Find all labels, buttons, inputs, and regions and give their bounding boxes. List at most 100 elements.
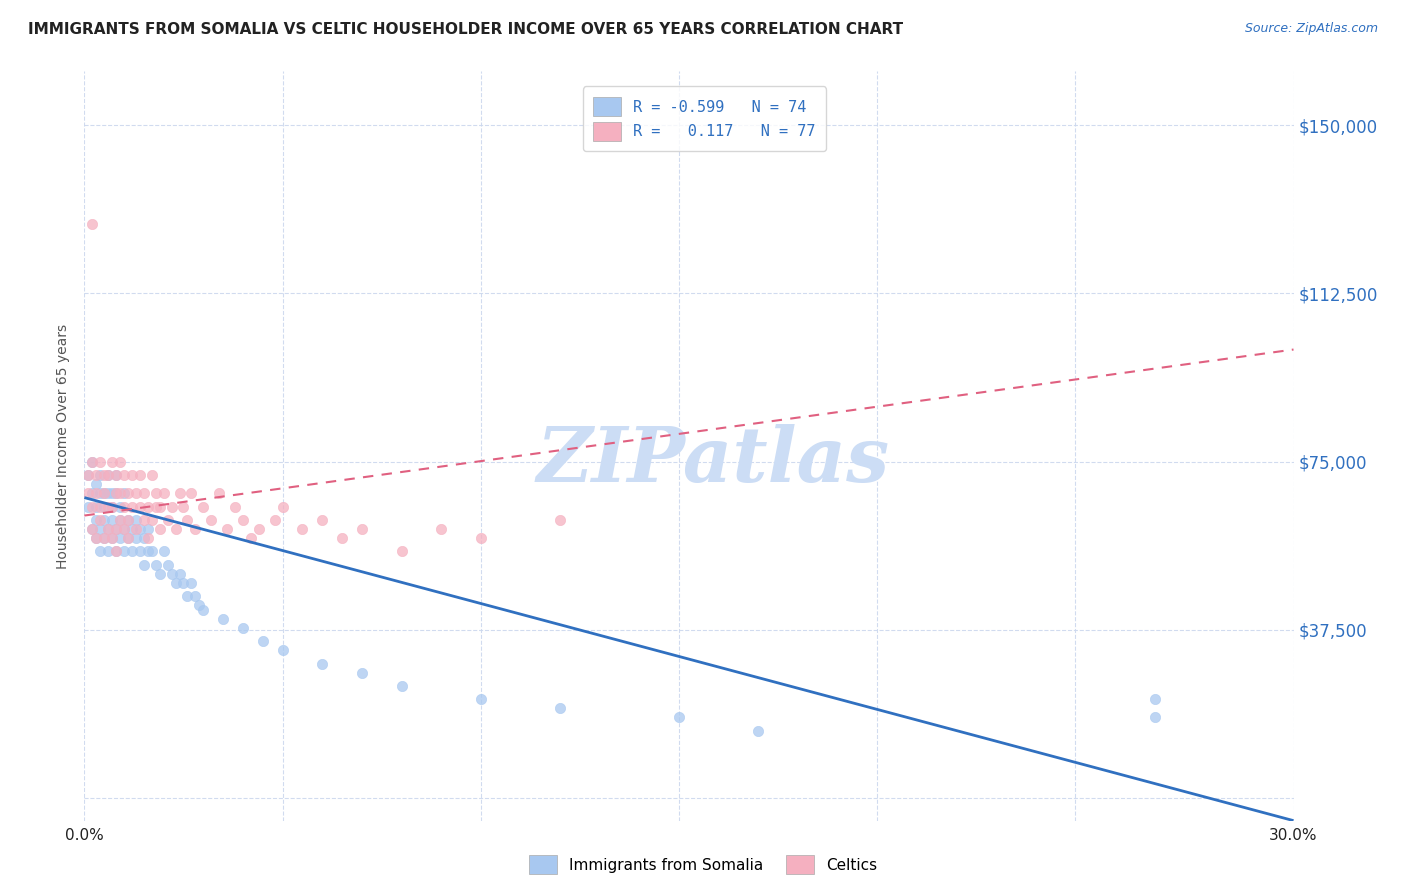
Point [89,455,111,469]
Point [128,500,150,514]
Point [112,544,135,558]
Point [149,500,172,514]
Point [165,575,187,590]
Point [82,486,104,500]
Point [121,544,143,558]
Point [77,468,100,483]
Point [77,486,100,500]
Point [136,522,159,536]
Text: ZIPatlas: ZIPatlas [537,424,890,498]
Point [121,522,143,536]
Point [152,486,174,500]
Point [108,486,131,500]
Point [84,500,107,514]
Point [117,531,139,545]
Point [108,531,131,545]
Point [747,723,769,738]
Point [101,531,124,545]
Point [212,612,235,626]
Point [160,566,183,581]
Text: Source: ZipAtlas.com: Source: ZipAtlas.com [1244,22,1378,36]
Point [97,522,120,536]
Point [82,455,104,469]
Point [149,522,172,536]
Point [105,522,128,536]
Point [89,544,111,558]
Point [1143,710,1166,724]
Point [84,486,107,500]
Point [97,468,120,483]
Point [391,544,413,558]
Point [112,500,135,514]
Point [89,500,111,514]
Point [252,634,274,648]
Point [77,500,100,514]
Point [132,513,155,527]
Point [176,590,198,604]
Point [89,468,111,483]
Point [89,486,111,500]
Point [97,522,120,536]
Point [217,522,239,536]
Point [350,665,373,680]
Point [112,468,135,483]
Point [156,558,179,572]
Point [84,477,107,491]
Legend: Immigrants from Somalia, Celtics: Immigrants from Somalia, Celtics [523,849,883,880]
Point [169,486,191,500]
Point [101,531,124,545]
Point [145,500,167,514]
Point [117,531,139,545]
Point [470,692,492,706]
Point [271,643,294,657]
Point [193,603,215,617]
Point [128,522,150,536]
Point [239,531,262,545]
Point [180,575,202,590]
Point [311,657,333,671]
Point [93,531,115,545]
Point [93,486,115,500]
Point [200,513,222,527]
Point [136,500,159,514]
Point [84,468,107,483]
Point [149,566,172,581]
Point [232,513,254,527]
Point [117,513,139,527]
Point [93,513,115,527]
Text: IMMIGRANTS FROM SOMALIA VS CELTIC HOUSEHOLDER INCOME OVER 65 YEARS CORRELATION C: IMMIGRANTS FROM SOMALIA VS CELTIC HOUSEH… [28,22,903,37]
Point [101,500,124,514]
Point [121,468,143,483]
Point [1143,692,1166,706]
Point [112,522,135,536]
Point [125,522,148,536]
Point [108,513,131,527]
Point [105,486,128,500]
Point [156,513,179,527]
Point [184,522,207,536]
Point [145,486,167,500]
Point [84,531,107,545]
Point [84,531,107,545]
Point [121,500,143,514]
Point [125,513,148,527]
Point [82,217,104,231]
Point [132,531,155,545]
Point [169,566,191,581]
Point [160,500,183,514]
Point [97,500,120,514]
Point [82,522,104,536]
Point [470,531,492,545]
Point [105,544,128,558]
Point [141,544,163,558]
Point [101,500,124,514]
Point [125,486,148,500]
Point [141,513,163,527]
Point [112,522,135,536]
Y-axis label: Householder Income Over 65 years: Householder Income Over 65 years [56,324,70,568]
Point [350,522,373,536]
Point [105,522,128,536]
Point [101,513,124,527]
Point [141,468,163,483]
Point [105,486,128,500]
